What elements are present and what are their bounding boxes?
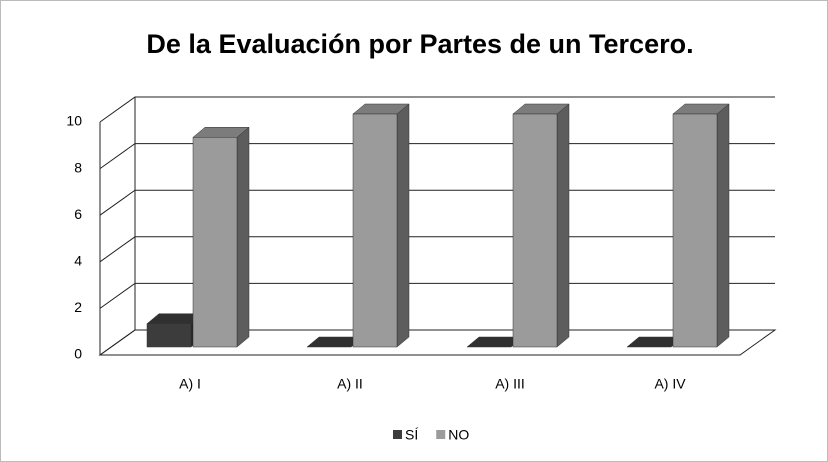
x-tick-label: A) IV [654,376,686,392]
bar [352,103,410,348]
grid-line [99,96,775,123]
legend-label: SÍ [405,427,418,443]
bar-front [352,113,398,348]
chart-title: De la Evaluación por Partes de un Tercer… [146,29,693,59]
x-tick-label: A) III [495,376,525,392]
bar-side [716,103,730,348]
legend-swatch [436,430,446,439]
legend-swatch [393,430,402,439]
x-tick-label: A) I [179,376,201,392]
bar-front [512,113,558,348]
bar [672,103,730,348]
y-tick-label: 6 [74,206,82,222]
bar [192,126,250,348]
bar-side [236,126,250,348]
y-tick-label: 0 [74,346,82,362]
legend-label: NO [448,427,469,443]
x-tick-label: A) II [337,376,363,392]
y-tick-label: 8 [74,159,82,175]
bar [512,103,570,348]
bar-front [192,137,238,348]
bar-side [396,103,410,348]
bar-front [146,323,192,348]
bar-side [556,103,570,348]
bar-front [672,113,718,348]
y-tick-label: 4 [74,253,82,269]
y-tick-label: 10 [66,113,82,129]
y-tick-label: 2 [74,299,82,315]
